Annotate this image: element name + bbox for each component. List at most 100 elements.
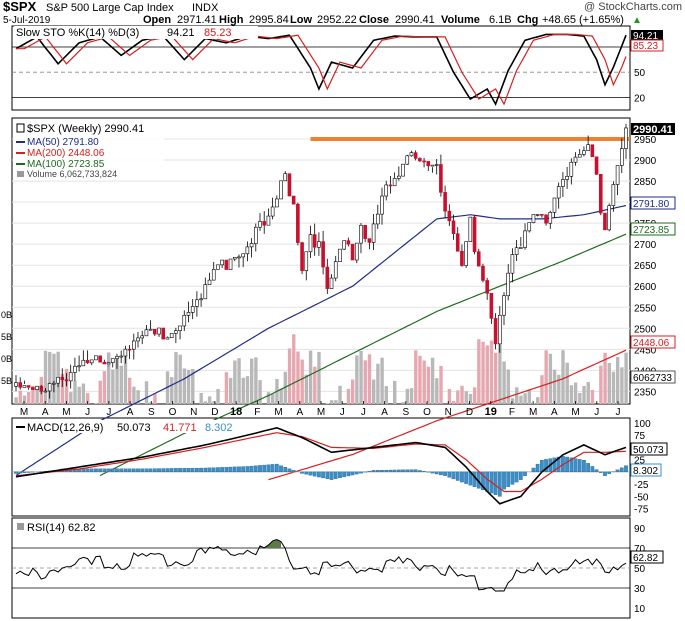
volume-bar (506, 369, 511, 404)
volume-bar (393, 380, 397, 404)
x-axis-label: J (340, 407, 345, 418)
volume-bar (548, 353, 553, 404)
macd-hist-bar (279, 465, 283, 473)
candle (619, 148, 624, 166)
macd-hist-bar (598, 471, 603, 473)
watermark: @ StockCharts.com (584, 1, 682, 13)
price-tick-label: 2850 (634, 177, 657, 188)
candle (253, 226, 258, 244)
volume-bar (203, 401, 208, 404)
volume-bar (127, 377, 132, 404)
candle (624, 127, 628, 149)
volume-bar (573, 382, 578, 404)
macd-hist-bar (502, 471, 506, 490)
candle (14, 382, 18, 387)
candle (519, 247, 523, 249)
candle (603, 212, 607, 231)
candle (304, 251, 309, 272)
chg-value: +48.65 (+1.65%) (542, 14, 624, 26)
volume-bar (287, 348, 292, 404)
candle (102, 361, 107, 365)
volume-bar (451, 400, 456, 404)
x-axis-label: A (296, 407, 303, 418)
macd-hist-bar (346, 471, 351, 477)
macd-hist-bar (451, 471, 456, 480)
ma100-badge: 2723.85 (633, 225, 670, 236)
candle (178, 325, 182, 331)
candle (43, 390, 48, 393)
candle (573, 156, 578, 163)
price-tick-labels: 2950290028502800275027002650260025502500… (634, 135, 657, 398)
volume-legend-swatch (17, 171, 24, 177)
macd-hist-bar (556, 456, 561, 473)
volume-bar (590, 389, 595, 404)
volume-bar (81, 383, 86, 404)
candle-legend-icon (16, 123, 25, 133)
candle (510, 254, 515, 274)
ma50-badge: 2791.80 (633, 199, 670, 210)
volume-bar (615, 356, 620, 404)
volume-bar (599, 365, 603, 404)
volume-bar (624, 352, 628, 404)
candle (148, 328, 153, 331)
candle (531, 214, 536, 223)
volume-bar (69, 392, 73, 404)
candle (110, 358, 115, 363)
candle (384, 184, 389, 197)
macd-hist-bar (161, 468, 166, 473)
low-value: 2952.22 (317, 14, 357, 26)
volume-bar (418, 355, 422, 404)
macd-hist-bar (102, 468, 107, 473)
volume-bar (485, 345, 489, 404)
x-axis-label: 19 (485, 406, 497, 418)
rsi-tick-labels: 90 70 50 30 10 (634, 524, 646, 615)
candle (607, 205, 611, 231)
candle (430, 164, 435, 167)
candle (203, 284, 208, 300)
macd-hist-bar (182, 468, 187, 473)
candle (451, 220, 456, 234)
volume-bar (502, 361, 506, 404)
macd-hist-bar (165, 468, 170, 473)
macd-hist-bar (115, 468, 119, 473)
candle (186, 312, 191, 316)
candle (161, 327, 166, 340)
macd-hist-bar (396, 469, 401, 473)
macd-hist-bar (544, 459, 548, 473)
rsi-badges: 62.82 (630, 550, 664, 564)
candle (409, 152, 414, 157)
volume-bar (249, 358, 254, 404)
macd-hist-bar (443, 471, 447, 476)
rsi-tick-label: 70 (634, 544, 646, 555)
candle (31, 387, 35, 390)
candle (312, 234, 317, 248)
candle (497, 314, 502, 345)
volume-bar (245, 376, 250, 404)
volume-bar (98, 380, 102, 404)
volume-bar (519, 395, 523, 404)
macd-hist-bar (577, 459, 582, 473)
candle (392, 178, 397, 187)
volume-bar (430, 357, 435, 404)
macd-hist-bar (354, 471, 359, 475)
volume-bar (350, 379, 355, 404)
candle (169, 332, 174, 339)
volume-legend-text: Volume 6,062,733,824 (27, 169, 117, 179)
candle (367, 238, 372, 243)
volume-bar (329, 400, 334, 404)
macd-line (15, 426, 627, 505)
volume-bar (363, 360, 367, 404)
volume-bar (14, 397, 18, 404)
candle (47, 383, 52, 392)
volume-bar (472, 387, 477, 404)
volume-bar (515, 387, 519, 404)
volume-bar (111, 369, 115, 404)
volume-bar (35, 387, 39, 404)
macd-hist-bar (569, 457, 574, 473)
macd-hist-bar (359, 471, 363, 474)
candle (35, 385, 39, 390)
volume-bar (149, 402, 153, 404)
x-axis-label: M (529, 407, 537, 418)
candle (527, 222, 532, 232)
macd-signal-line (15, 432, 627, 493)
